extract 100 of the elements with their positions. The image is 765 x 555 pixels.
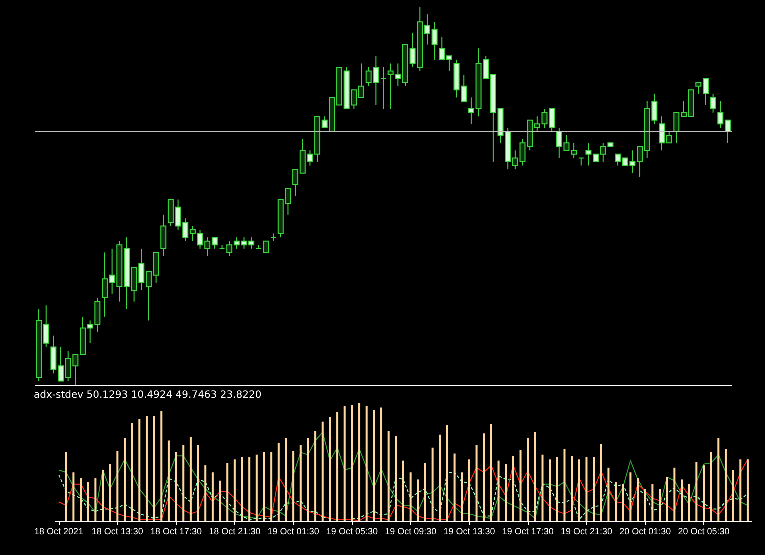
bar bbox=[527, 438, 530, 521]
bar bbox=[366, 406, 368, 521]
bar bbox=[102, 470, 104, 521]
bar bbox=[153, 416, 156, 521]
bar bbox=[417, 480, 420, 521]
bar bbox=[226, 463, 229, 521]
bar bbox=[219, 480, 222, 521]
bar bbox=[175, 452, 178, 521]
bar bbox=[724, 449, 727, 521]
bar bbox=[322, 422, 324, 521]
bar bbox=[659, 489, 662, 521]
bar bbox=[542, 454, 544, 521]
bar bbox=[234, 460, 236, 521]
bar bbox=[300, 445, 302, 521]
bar bbox=[512, 456, 514, 521]
bar bbox=[65, 452, 68, 521]
x-tick-label: 18 Oct 13:30 bbox=[92, 526, 144, 536]
bar bbox=[292, 451, 295, 521]
bar bbox=[336, 412, 339, 521]
bar bbox=[564, 449, 566, 521]
bar bbox=[351, 405, 354, 521]
bar bbox=[204, 466, 207, 521]
bar bbox=[461, 472, 464, 521]
bar bbox=[600, 444, 602, 521]
bar bbox=[358, 403, 361, 521]
x-tick-label: 19 Oct 17:30 bbox=[502, 526, 554, 536]
chart-title: adx-stdev 50.1293 10.4924 49.7463 23.8220 bbox=[34, 390, 262, 401]
bar bbox=[80, 478, 82, 521]
bar bbox=[380, 408, 383, 521]
bar bbox=[212, 472, 214, 521]
bar bbox=[146, 416, 148, 521]
bar bbox=[702, 466, 705, 521]
bar bbox=[622, 484, 624, 521]
bar bbox=[344, 406, 346, 521]
bar bbox=[446, 425, 448, 521]
candlestick bbox=[578, 158, 584, 166]
bar bbox=[197, 445, 200, 521]
bar bbox=[490, 424, 492, 521]
bar bbox=[534, 432, 536, 521]
bar bbox=[278, 443, 280, 521]
bar bbox=[109, 464, 112, 521]
x-tick-label: 18 Oct 21:30 bbox=[209, 526, 261, 536]
bar bbox=[454, 454, 456, 521]
bar bbox=[87, 482, 90, 521]
bar bbox=[432, 448, 434, 521]
bar bbox=[410, 472, 412, 521]
candlestick bbox=[160, 214, 167, 257]
bar bbox=[168, 440, 170, 521]
bar bbox=[681, 480, 684, 521]
bar bbox=[241, 457, 244, 521]
bar bbox=[72, 472, 75, 521]
bar bbox=[520, 450, 522, 521]
bar bbox=[94, 478, 97, 521]
bar bbox=[138, 420, 141, 521]
bar bbox=[190, 437, 192, 521]
bar bbox=[307, 438, 310, 521]
bar bbox=[270, 452, 273, 521]
x-tick-label: 19 Oct 09:30 bbox=[385, 526, 437, 536]
bar bbox=[637, 478, 640, 521]
bar bbox=[615, 482, 618, 521]
bar bbox=[608, 468, 610, 521]
bar bbox=[483, 434, 486, 521]
bar bbox=[549, 460, 552, 521]
bar bbox=[688, 484, 690, 521]
bar bbox=[424, 463, 426, 521]
x-tick-label: 18 Oct 2021 bbox=[34, 526, 84, 536]
candlestick bbox=[380, 66, 386, 110]
bar bbox=[373, 410, 376, 521]
bar bbox=[116, 451, 119, 521]
bar bbox=[674, 468, 676, 521]
x-tick-label: 18 Oct 17:30 bbox=[150, 526, 202, 536]
bar bbox=[160, 411, 163, 521]
x-tick-label: 19 Oct 13:30 bbox=[444, 526, 496, 536]
bar bbox=[182, 445, 185, 521]
bar bbox=[740, 460, 742, 521]
bar bbox=[256, 454, 258, 521]
x-tick-label: 19 Oct 01:30 bbox=[268, 526, 320, 536]
bar bbox=[710, 452, 712, 521]
bar bbox=[285, 438, 288, 521]
bar bbox=[696, 462, 698, 521]
bar bbox=[498, 460, 500, 521]
bar bbox=[732, 470, 734, 521]
candlestick bbox=[710, 93, 716, 114]
bar bbox=[571, 456, 574, 521]
bar bbox=[630, 472, 632, 521]
bar bbox=[578, 460, 580, 521]
bar bbox=[468, 460, 470, 521]
bar bbox=[652, 484, 654, 521]
bar bbox=[718, 438, 720, 521]
bar bbox=[402, 460, 404, 521]
bar bbox=[395, 436, 398, 521]
bar bbox=[586, 457, 588, 521]
bar bbox=[439, 434, 442, 521]
x-tick-label: 19 Oct 21:30 bbox=[560, 526, 612, 536]
x-tick-label: 20 Oct 05:30 bbox=[678, 526, 730, 536]
bar bbox=[666, 477, 668, 521]
bar bbox=[505, 464, 508, 521]
bar bbox=[124, 438, 126, 521]
bar bbox=[263, 452, 266, 521]
bar bbox=[593, 457, 596, 521]
